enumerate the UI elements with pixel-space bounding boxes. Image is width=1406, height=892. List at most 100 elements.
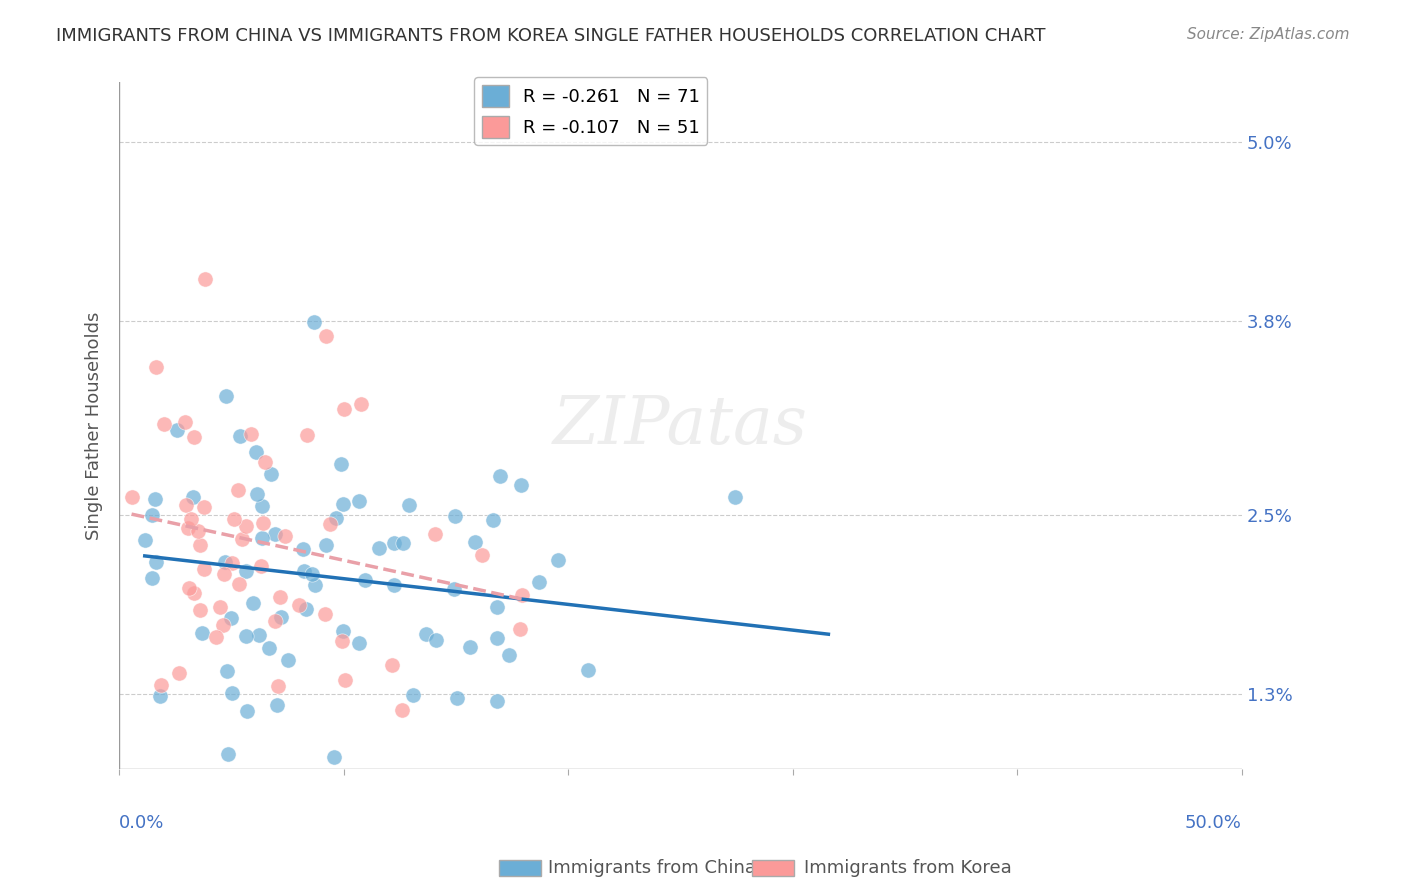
Point [214,555,236,569]
Point [221,556,243,570]
Point [485,694,508,708]
Point [191,625,214,640]
Point [245,445,267,459]
Point [188,603,211,617]
Point [367,541,389,556]
Point [252,516,274,531]
Point [228,576,250,591]
Point [252,532,274,546]
Point [235,519,257,533]
Point [415,626,437,640]
Point [332,497,354,511]
Point [250,500,273,514]
Point [145,360,167,375]
Point [226,483,249,498]
Point [266,679,288,693]
Text: ZIPatas: ZIPatas [553,392,808,458]
Point [204,630,226,644]
Point [510,478,533,492]
Text: Immigrants from China: Immigrants from China [548,859,756,877]
Point [332,624,354,639]
Point [425,527,447,541]
Point [224,512,246,526]
Point [247,628,270,642]
Point [149,678,172,692]
Point [263,527,285,541]
Point [817,780,839,795]
Point [347,636,370,650]
Point [301,567,323,582]
Point [471,548,494,562]
Point [391,703,413,717]
Point [166,423,188,437]
Point [231,532,253,546]
Point [121,490,143,504]
Point [315,538,337,552]
Point [315,329,337,343]
Point [209,599,232,614]
Point [221,611,243,625]
Point [235,629,257,643]
Point [153,417,176,431]
Text: 50.0%: 50.0% [1185,814,1241,832]
Point [350,397,373,411]
Point [141,571,163,585]
Point [325,511,347,525]
Text: Source: ZipAtlas.com: Source: ZipAtlas.com [1187,27,1350,42]
Point [143,491,166,506]
Point [509,622,531,636]
Point [177,581,200,595]
Point [212,567,235,582]
Point [402,688,425,702]
Point [194,271,217,285]
Point [458,640,481,655]
Point [260,467,283,481]
Point [277,653,299,667]
Point [443,582,465,596]
Point [174,498,197,512]
Point [188,538,211,552]
Point [269,590,291,604]
Point [322,749,344,764]
Point [724,490,747,504]
Point [167,666,190,681]
Point [392,535,415,549]
Point [254,455,277,469]
Point [274,529,297,543]
Point [239,427,262,442]
Point [464,535,486,549]
Point [332,634,354,648]
Point [485,600,508,615]
Point [187,524,209,539]
Point [270,610,292,624]
Point [510,588,533,602]
Point [221,686,243,700]
Point [444,508,467,523]
Point [236,704,259,718]
Point [498,648,520,663]
Point [314,607,336,621]
Point [292,541,315,556]
Point [173,416,195,430]
Point [193,500,215,514]
Point [304,578,326,592]
Point [288,599,311,613]
Point [319,517,342,532]
Point [183,429,205,443]
Legend: R = -0.261   N = 71, R = -0.107   N = 51: R = -0.261 N = 71, R = -0.107 N = 51 [474,78,707,145]
Point [576,663,599,677]
Point [145,555,167,569]
Point [242,596,264,610]
Point [141,508,163,522]
Point [245,487,267,501]
Point [333,402,356,417]
Point [381,658,404,673]
Point [446,690,468,705]
Point [354,573,377,587]
Point [217,664,239,678]
Y-axis label: Single Father Households: Single Father Households [86,311,103,540]
Point [384,536,406,550]
Point [235,564,257,578]
Point [177,521,200,535]
Point [257,640,280,655]
